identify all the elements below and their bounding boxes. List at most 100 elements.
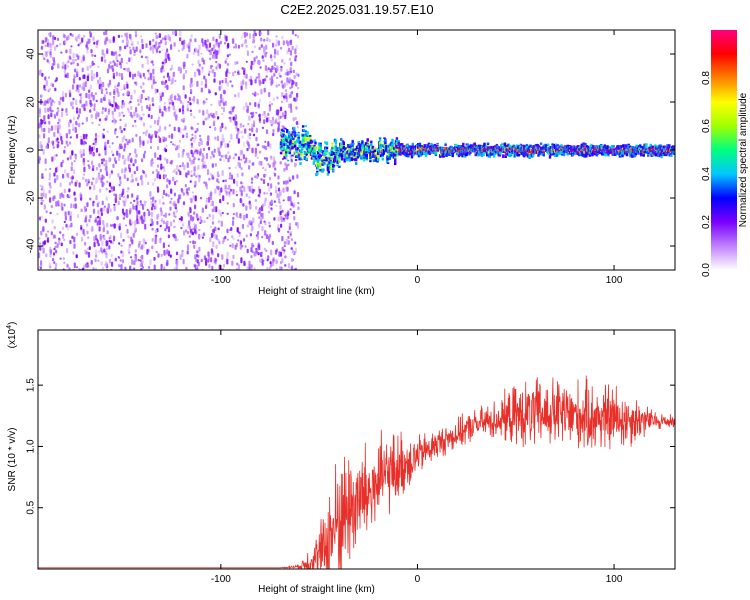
spectrogram-cell xyxy=(139,98,142,104)
spectrogram-cell xyxy=(257,143,260,147)
spectrogram-cell xyxy=(118,183,121,187)
spectrogram-cell xyxy=(87,164,90,167)
spectrogram-cell xyxy=(163,214,166,217)
spectrogram-cell xyxy=(254,91,257,97)
spectrogram-cell xyxy=(95,71,99,78)
spectrogram-cell xyxy=(76,35,80,39)
spectrogram-cell xyxy=(127,155,130,162)
spectrogram-cell xyxy=(51,141,54,144)
spectrogram-cell xyxy=(197,254,200,258)
spectrogram-cell xyxy=(225,71,228,77)
spectrogram-cell xyxy=(209,57,212,61)
spectrogram-cell xyxy=(40,144,43,149)
spectrogram-cell xyxy=(99,188,102,193)
spectrogram-cell xyxy=(112,163,115,168)
spectrogram-cell xyxy=(117,34,120,38)
spectrogram-cell xyxy=(224,77,227,84)
spectrogram-cell xyxy=(95,136,98,140)
spectrogram-cell xyxy=(91,160,94,165)
spectrogram-cell xyxy=(178,139,181,143)
spectrogram-cell xyxy=(97,259,100,262)
spectrogram-cell xyxy=(208,70,211,74)
spectrogram-cell xyxy=(428,152,431,155)
spectrogram-cell xyxy=(194,224,197,230)
spectrogram-cell xyxy=(372,159,376,162)
spectrogram-cell xyxy=(209,237,212,243)
spectrogram-cell xyxy=(95,113,98,120)
spectrogram-cell xyxy=(255,206,258,210)
spectrogram-cell xyxy=(257,252,260,256)
spectrogram-cell xyxy=(105,187,108,191)
spectrogram-cell xyxy=(236,180,239,187)
spectrogram-cell xyxy=(174,79,177,82)
spectrogram-cell xyxy=(134,256,137,262)
spectrogram-cell xyxy=(149,146,153,150)
spectrogram-cell xyxy=(59,43,62,46)
spectrogram-cell xyxy=(105,165,108,172)
spectrogram-cell xyxy=(573,149,576,154)
spectrogram-cell xyxy=(162,136,165,140)
spectrogram-cell xyxy=(231,243,234,249)
spectrogram-cell xyxy=(124,32,127,37)
spectrogram-cell xyxy=(314,141,317,145)
spectrogram-cell xyxy=(342,141,345,145)
spectrogram-cell xyxy=(562,152,566,157)
spectrogram-cell xyxy=(239,149,242,156)
spectrogram-cell xyxy=(276,111,279,116)
spectrogram-cell xyxy=(177,169,180,172)
spectrogram-cell xyxy=(152,68,155,75)
spectrogram-cell xyxy=(234,70,237,73)
spectrogram-cell xyxy=(177,66,180,72)
spectrogram-cell xyxy=(226,251,229,257)
spectrogram-cell xyxy=(77,114,80,118)
spectrogram-cell xyxy=(206,39,209,43)
spectrogram-cell xyxy=(305,153,308,156)
spectrogram-cell xyxy=(141,204,145,210)
spectrogram-cell xyxy=(113,107,116,112)
spectrogram-cell xyxy=(72,78,76,84)
spectrogram-cell xyxy=(205,183,208,190)
spectrogram-cell xyxy=(433,143,437,146)
spectrogram-cell xyxy=(473,142,476,146)
spectrogram-cell xyxy=(256,234,259,240)
spectrogram-cell xyxy=(288,226,291,231)
spectrogram-cell xyxy=(351,140,354,145)
spectrogram-cell xyxy=(279,161,282,165)
spectrogram-cell xyxy=(410,152,414,155)
spectrogram-cell xyxy=(324,152,328,156)
spectrogram-cell xyxy=(104,117,107,121)
spectrogram-cell xyxy=(118,112,121,117)
spectrogram-cell xyxy=(154,229,158,234)
spectrogram-cell xyxy=(140,93,143,100)
spectrogram-cell xyxy=(168,179,171,185)
spectrogram-cell xyxy=(171,64,174,70)
spectrogram-cell xyxy=(282,180,286,185)
spectrogram-cell xyxy=(138,240,141,246)
spectrogram-cell xyxy=(76,214,80,218)
spectrogram-cell xyxy=(334,139,338,142)
spectrogram-cell xyxy=(131,193,134,198)
spectrogram-cell xyxy=(262,179,266,185)
spectrogram-cell xyxy=(304,134,307,137)
spectrogram-cell xyxy=(104,142,107,148)
spectrogram-cell xyxy=(164,85,167,88)
spectrogram-cell xyxy=(139,72,142,78)
spectrogram-cell xyxy=(264,140,267,143)
spectrogram-cell xyxy=(310,140,314,144)
spectrogram-cell xyxy=(131,259,134,265)
spectrogram-cell xyxy=(310,157,314,160)
spectrogram-cell xyxy=(246,147,249,152)
spectrogram-cell xyxy=(305,151,308,156)
spectrogram-cell xyxy=(110,188,113,193)
spectrogram-cell xyxy=(343,159,346,163)
spectrogram-cell xyxy=(105,36,108,42)
spectrogram-cell xyxy=(62,96,65,102)
spectrogram-cell xyxy=(270,249,273,256)
spectrogram-cell xyxy=(290,247,293,250)
spectrogram-cell xyxy=(190,169,193,174)
spectrogram-cell xyxy=(53,178,57,184)
spectrogram-cell xyxy=(294,141,297,144)
spectrogram-cell xyxy=(202,110,205,116)
spectrogram-cell xyxy=(138,210,141,215)
spectrogram-cell xyxy=(290,265,294,270)
